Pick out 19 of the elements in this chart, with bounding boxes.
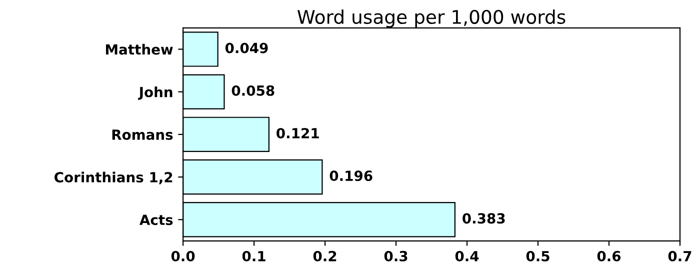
x-tick-label: 0.3 [384,250,408,262]
x-tick-label: 0.4 [455,250,479,262]
y-tick-label: Acts [140,214,173,226]
x-tick-label: 0.6 [597,250,621,262]
data-label: 0.383 [462,213,505,224]
data-label: 0.121 [276,128,319,138]
y-tick-label: John [138,86,172,100]
data-label: 0.049 [225,42,268,54]
y-tick-label: Matthew [106,44,173,55]
x-tick-label: 0.7 [668,250,692,262]
x-tick-label: 0.1 [242,250,266,262]
x-tick-label: 0.2 [313,250,336,262]
data-label: 0.196 [330,170,372,182]
data-label: 0.058 [232,85,274,96]
chart-title: Word usage per 1,000 words [297,10,566,28]
y-tick-label: Corinthians 1,2 [54,172,172,184]
x-tick-label: 0.0 [171,250,195,262]
y-tick-label: Romans [112,130,173,140]
x-tick-label: 0.5 [526,250,550,262]
